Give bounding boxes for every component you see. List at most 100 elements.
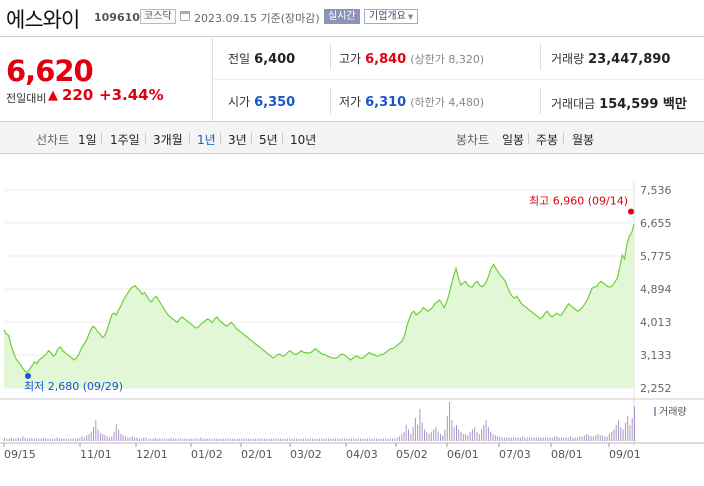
volume-bar <box>122 435 124 441</box>
volume-bar <box>449 402 451 441</box>
volume-bar <box>106 436 108 441</box>
amount-value: 154,599 백만 <box>599 97 687 112</box>
line-chart-label: 선차트 <box>36 133 70 147</box>
volume-bar <box>97 429 99 441</box>
low-value: 6,310 <box>365 95 407 110</box>
volume-bar <box>592 436 594 441</box>
volume-bar <box>93 427 94 441</box>
volume-bar <box>202 438 204 441</box>
company-info-button[interactable]: 기업개요 ▼ <box>364 9 419 24</box>
lower-limit: (하한가 4,480) <box>410 96 485 109</box>
volume-bar <box>462 434 464 441</box>
volume-bar <box>624 422 626 441</box>
candle-daily[interactable]: 일봉 <box>502 133 525 147</box>
volume-bar <box>492 434 494 441</box>
volume-bar <box>81 436 83 441</box>
period-5y[interactable]: 5년 <box>259 133 278 147</box>
volume-bar <box>70 438 72 441</box>
price-chart[interactable]: 7,536 6,655 5,775 4,894 4,013 3,133 2,252 최고 6,… <box>0 154 704 486</box>
volume-bar <box>159 438 161 441</box>
period-1w[interactable]: 1주일 <box>110 133 140 147</box>
x-tick-label: 04/03 <box>346 448 378 461</box>
volume-bar <box>622 429 624 441</box>
volume-bar <box>118 429 120 441</box>
volume-bar <box>204 438 206 441</box>
volume-bar <box>371 438 373 441</box>
volume-bar <box>150 438 152 441</box>
stock-name: 에스와이 <box>6 8 80 32</box>
volume-bar <box>378 438 380 441</box>
volume-bar <box>392 438 393 441</box>
volume-bar <box>319 438 320 441</box>
period-10y[interactable]: 10년 <box>290 133 317 147</box>
volume-bar <box>300 438 302 441</box>
volume-bar <box>65 438 67 441</box>
volume-bar <box>620 427 622 441</box>
period-1d[interactable]: 1일 <box>78 133 97 147</box>
volume-bar <box>398 436 400 441</box>
volume-bar <box>408 429 409 441</box>
chevron-down-icon: ▼ <box>407 13 414 21</box>
realtime-button[interactable]: 실시간 <box>324 9 360 24</box>
volume-bar <box>79 437 81 441</box>
volume-bar <box>49 438 51 441</box>
period-3y[interactable]: 3년 <box>228 133 247 147</box>
volume-bar <box>385 438 387 441</box>
volume-bar <box>195 438 197 441</box>
candle-monthly[interactable]: 월봉 <box>572 133 595 147</box>
period-3m[interactable]: 3개월 <box>153 133 183 147</box>
volume-bar <box>67 438 69 441</box>
divider <box>540 44 541 70</box>
y-tick-label: 2,252 <box>640 382 672 395</box>
candle-weekly[interactable]: 주봉 <box>536 133 559 147</box>
volume-bar <box>13 438 15 441</box>
volume-bar <box>86 435 88 441</box>
volume-bar <box>417 424 419 441</box>
volume-bar <box>494 435 496 441</box>
volume-bar <box>590 436 592 441</box>
volume-bar <box>586 434 588 441</box>
high-annotation: 최고 6,960 (09/14) <box>529 195 628 208</box>
volume-bar <box>88 434 90 441</box>
price-area <box>4 224 634 388</box>
period-1y[interactable]: 1년 <box>197 133 216 147</box>
volume-bar <box>214 438 215 441</box>
change-label: 전일대비 <box>6 92 47 105</box>
open-value: 6,350 <box>254 95 296 110</box>
trade-amount: 거래대금 154,599 백만 <box>551 93 687 112</box>
divider <box>101 133 102 144</box>
volume-bar <box>442 435 444 441</box>
price-line <box>3 224 635 373</box>
volume-bar <box>125 436 126 441</box>
volume-bar <box>218 438 220 441</box>
divider <box>189 133 190 144</box>
volume-bar <box>184 438 186 441</box>
volume-bar <box>99 433 101 441</box>
x-tick-label: 11/01 <box>80 448 112 461</box>
divider <box>330 88 331 114</box>
volume-bar <box>615 424 617 441</box>
volume-bar <box>529 437 530 441</box>
volume-bar <box>362 438 364 441</box>
volume-bar <box>58 438 60 441</box>
volume-bar <box>497 436 498 441</box>
divider <box>282 133 283 144</box>
volume-bar <box>156 438 158 441</box>
x-tick-label: 06/01 <box>447 448 479 461</box>
x-tick-label: 01/02 <box>191 448 223 461</box>
volume-bar <box>583 435 585 441</box>
volume-bar <box>172 438 174 441</box>
volume-bar <box>33 438 35 441</box>
volume-bar <box>63 438 65 441</box>
volume-bar <box>533 437 535 441</box>
volume-bar <box>572 437 574 441</box>
volume-bar <box>412 427 414 441</box>
volume-bar <box>531 437 533 441</box>
volume-bar <box>524 437 526 441</box>
volume-bar <box>143 437 145 441</box>
volume-bar <box>188 438 190 441</box>
volume-bar <box>243 438 245 441</box>
volume-bar <box>515 437 517 441</box>
volume-bar <box>298 438 300 441</box>
volume-bar <box>83 437 85 441</box>
